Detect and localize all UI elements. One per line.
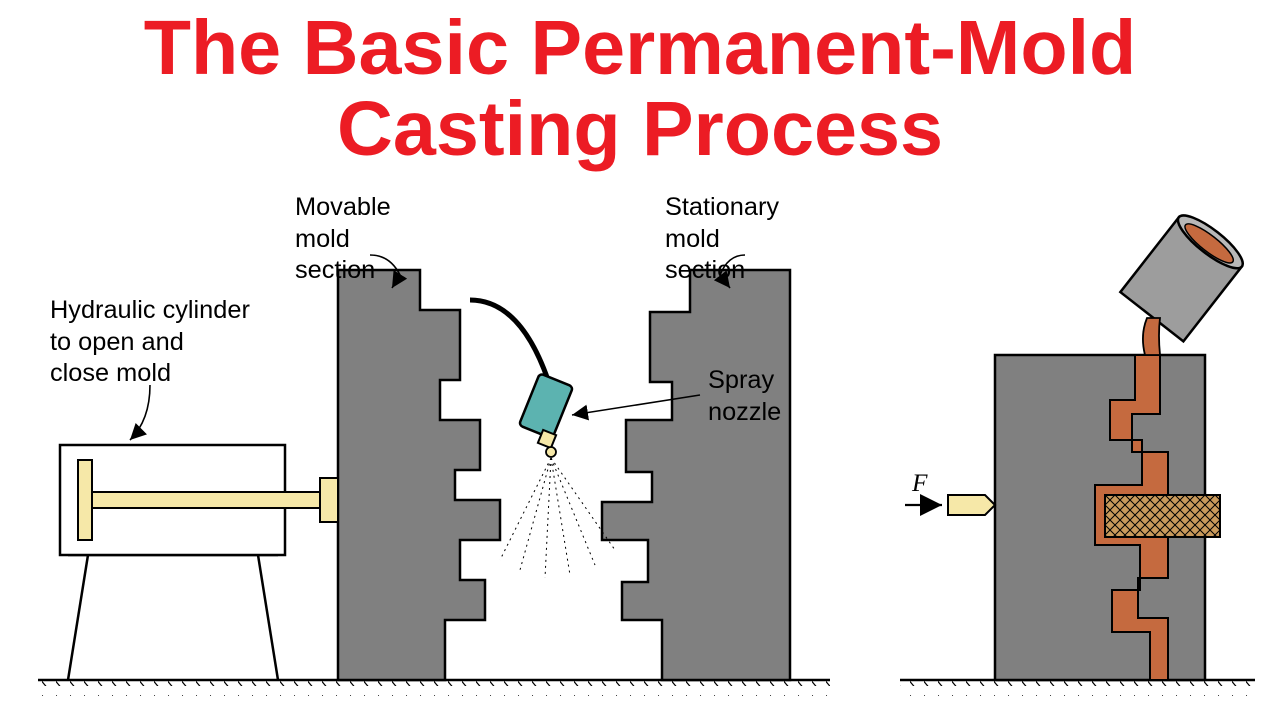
leader-hydraulic: [130, 385, 150, 440]
crucible: [1120, 208, 1249, 342]
label-stationary: Stationary mold section: [665, 192, 779, 287]
movable-mold: [330, 270, 500, 680]
force-rod: [948, 495, 995, 515]
stationary-mold: [602, 270, 790, 680]
label-force: F: [912, 468, 927, 500]
piston-rod: [92, 492, 338, 508]
right-panel: [900, 208, 1255, 696]
core-insert: [1105, 495, 1220, 537]
label-hydraulic: Hydraulic cylinder to open and close mol…: [50, 295, 250, 390]
label-movable: Movable mold section: [295, 192, 391, 287]
pour-stream: [1143, 318, 1160, 355]
label-spray: Spray nozzle: [708, 365, 781, 428]
